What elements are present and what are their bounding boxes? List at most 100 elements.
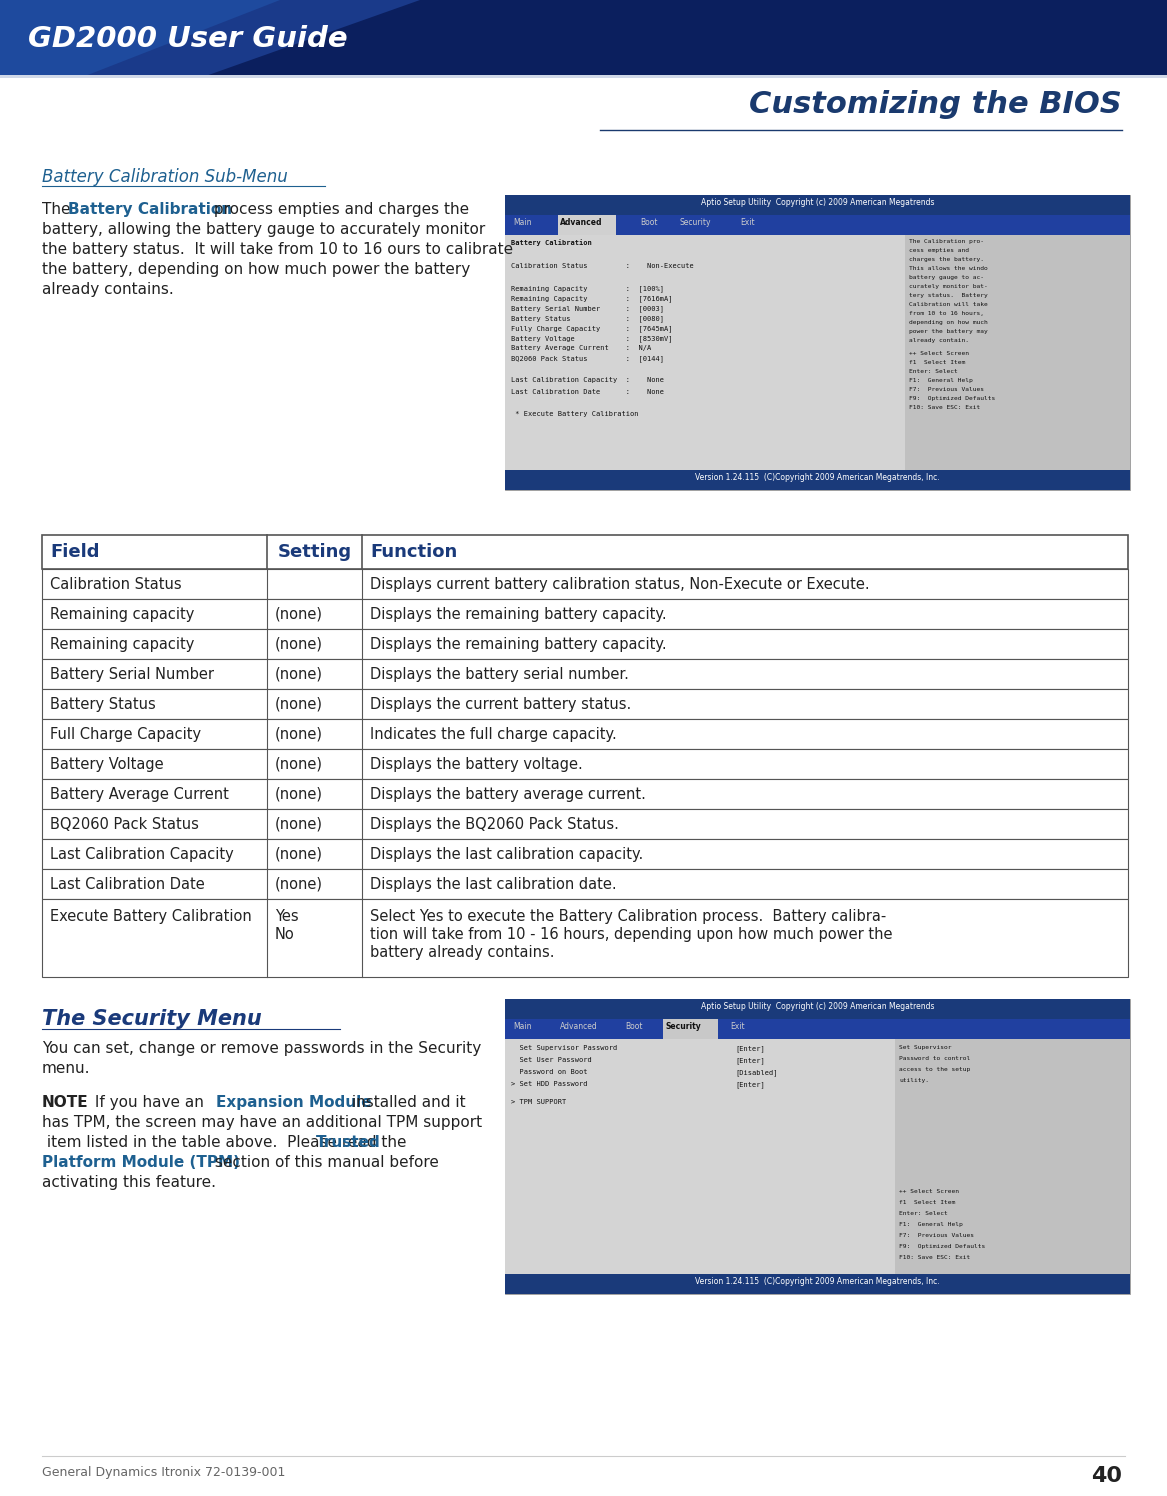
Text: F1:  General Help: F1: General Help [909,378,973,383]
Text: Displays the battery serial number.: Displays the battery serial number. [370,667,629,682]
Text: from 10 to 16 hours,: from 10 to 16 hours, [909,311,984,316]
Bar [0,75,1167,78]
Text: > TPM SUPPORT: > TPM SUPPORT [511,1100,566,1106]
Text: utility.: utility. [899,1079,929,1083]
Text: The Calibration pro-: The Calibration pro- [909,239,984,244]
Text: Platform Module (TPM): Platform Module (TPM) [42,1155,240,1170]
Text: Battery Calibration Sub-Menu: Battery Calibration Sub-Menu [42,168,288,186]
Bar [42,899,1128,977]
Text: NOTE: NOTE [42,1095,89,1110]
Text: (none): (none) [275,817,323,832]
Text: Set Supervisor Password: Set Supervisor Password [511,1046,617,1052]
Text: charges the battery.: charges the battery. [909,257,984,262]
Bar [904,235,1130,470]
Text: > Set HDD Password: > Set HDD Password [511,1082,587,1088]
Text: Enter: Select: Enter: Select [899,1210,948,1216]
Text: Last Calibration Capacity: Last Calibration Capacity [50,847,233,862]
Text: Battery Calibration: Battery Calibration [511,239,592,245]
Text: Battery Status: Battery Status [50,697,155,712]
Text: Displays the remaining battery capacity.: Displays the remaining battery capacity. [370,606,666,621]
Text: Boot: Boot [640,218,657,227]
Text: f1  Select Item: f1 Select Item [909,361,965,365]
Text: Displays the BQ2060 Pack Status.: Displays the BQ2060 Pack Status. [370,817,619,832]
Text: Advanced: Advanced [560,218,602,227]
Text: (none): (none) [275,757,323,772]
Text: Set Supervisor: Set Supervisor [899,1046,951,1050]
Text: BQ2060 Pack Status: BQ2060 Pack Status [50,817,198,832]
Text: depending on how much: depending on how much [909,320,987,325]
Text: Select Yes to execute the Battery Calibration process.  Battery calibra-: Select Yes to execute the Battery Calibr… [370,910,886,925]
Text: Calibration Status: Calibration Status [50,576,182,591]
Bar [42,536,1128,568]
Text: Displays the battery voltage.: Displays the battery voltage. [370,757,582,772]
Text: Battery Serial Number      :  [0003]: Battery Serial Number : [0003] [511,305,664,311]
Text: This allows the windo: This allows the windo [909,266,987,271]
Text: Boot: Boot [626,1022,643,1031]
Text: power the battery may: power the battery may [909,329,987,334]
Text: Displays the current battery status.: Displays the current battery status. [370,697,631,712]
Text: installed and it: installed and it [347,1095,466,1110]
Text: (none): (none) [275,847,323,862]
Bar [42,598,1128,628]
Text: The Security Menu: The Security Menu [42,1008,261,1029]
Text: Advanced: Advanced [560,1022,598,1031]
Text: Enter: Select: Enter: Select [909,370,958,374]
Text: No: No [275,928,295,942]
Text: menu.: menu. [42,1061,91,1076]
Text: (none): (none) [275,667,323,682]
Bar [42,779,1128,809]
Polygon shape [0,0,280,78]
Text: F10: Save ESC: Exit: F10: Save ESC: Exit [909,405,980,410]
Text: F10: Save ESC: Exit: F10: Save ESC: Exit [899,1255,970,1260]
Bar [505,1275,1130,1294]
Text: Execute Battery Calibration: Execute Battery Calibration [50,910,252,925]
Text: Battery Voltage: Battery Voltage [50,757,163,772]
Text: Main: Main [513,1022,531,1031]
Text: Function: Function [370,543,457,561]
Text: Displays current battery calibration status, Non-Execute or Execute.: Displays current battery calibration sta… [370,576,869,591]
Bar [663,1019,718,1040]
Text: Displays the last calibration date.: Displays the last calibration date. [370,877,616,892]
Text: Remaining capacity: Remaining capacity [50,606,195,621]
Bar [42,690,1128,720]
Text: (none): (none) [275,636,323,651]
Bar [505,194,1130,491]
Text: the battery, depending on how much power the battery: the battery, depending on how much power… [42,262,470,277]
Text: Fully Charge Capacity      :  [7645mA]: Fully Charge Capacity : [7645mA] [511,325,672,332]
Text: process empties and charges the: process empties and charges the [209,202,469,217]
Text: Last Calibration Capacity  :    None: Last Calibration Capacity : None [511,377,664,383]
Bar [505,999,1130,1019]
Text: battery, allowing the battery gauge to accurately monitor: battery, allowing the battery gauge to a… [42,221,485,236]
Text: Remaining Capacity         :  [7616mA]: Remaining Capacity : [7616mA] [511,295,672,302]
Text: F1:  General Help: F1: General Help [899,1222,963,1227]
Text: activating this feature.: activating this feature. [42,1174,216,1189]
Text: F9:  Optimized Defaults: F9: Optimized Defaults [909,396,995,401]
Text: Version 1.24.115  (C)Copyright 2009 American Megatrends, Inc.: Version 1.24.115 (C)Copyright 2009 Ameri… [696,473,939,482]
Text: Displays the battery average current.: Displays the battery average current. [370,787,645,802]
Text: Displays the last calibration capacity.: Displays the last calibration capacity. [370,847,643,862]
Text: Version 1.24.115  (C)Copyright 2009 American Megatrends, Inc.: Version 1.24.115 (C)Copyright 2009 Ameri… [696,1278,939,1287]
Text: tion will take from 10 - 16 hours, depending upon how much power the: tion will take from 10 - 16 hours, depen… [370,928,893,942]
Text: Battery Calibration: Battery Calibration [68,202,232,217]
Text: Battery Status             :  [0080]: Battery Status : [0080] [511,316,664,322]
Text: If you have an: If you have an [90,1095,209,1110]
Text: (none): (none) [275,606,323,621]
Text: ++ Select Screen: ++ Select Screen [899,1189,959,1194]
Text: Calibration will take: Calibration will take [909,302,987,307]
Bar [42,660,1128,690]
Text: Set User Password: Set User Password [511,1058,592,1064]
Text: You can set, change or remove passwords in the Security: You can set, change or remove passwords … [42,1041,481,1056]
Text: item listed in the table above.  Please read the: item listed in the table above. Please r… [42,1135,412,1150]
Bar [42,628,1128,660]
Text: curately monitor bat-: curately monitor bat- [909,284,987,289]
Bar [505,215,1130,235]
Text: already contain.: already contain. [909,338,969,343]
Polygon shape [0,0,420,78]
Text: the battery status.  It will take from 10 to 16 ours to calibrate: the battery status. It will take from 10… [42,242,513,257]
Text: f1  Select Item: f1 Select Item [899,1200,956,1204]
Text: cess empties and: cess empties and [909,248,969,253]
Text: * Execute Battery Calibration: * Execute Battery Calibration [511,411,638,417]
Text: Full Charge Capacity: Full Charge Capacity [50,727,201,742]
Text: Security: Security [680,218,712,227]
Text: Last Calibration Date      :    None: Last Calibration Date : None [511,389,664,395]
